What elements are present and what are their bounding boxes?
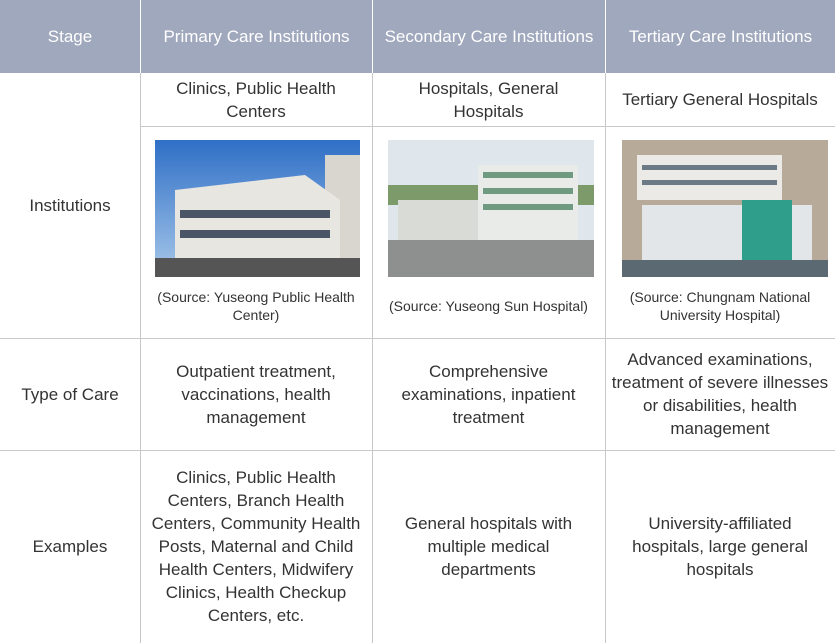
cell: Tertiary General Hospitals [622,90,818,109]
caption: (Source: Yuseong Sun Hospital) [389,298,588,314]
photo [388,140,594,277]
cell: Clinics, Public Health Centers, Branch H… [151,468,361,625]
divider [0,450,835,451]
caption: (Source: Yuseong Public Health Center) [157,289,355,323]
caption: (Source: Chungnam National University Ho… [629,289,811,323]
divider [140,126,835,127]
photo [622,140,828,277]
cell: Advanced examinations, treatment of seve… [611,350,829,438]
header-cell: Tertiary Care Institutions [605,0,835,73]
header-cell: Stage [0,0,140,73]
row-label: Examples [32,537,108,556]
header-cell: Primary Care Institutions [140,0,372,73]
divider [0,338,835,339]
photo [155,140,360,277]
row-label: Type of Care [21,384,119,404]
divider [140,73,141,643]
cell: Outpatient treatment, vaccinations, heal… [176,361,336,427]
divider [372,73,373,643]
cell: Hospitals, General Hospitals [418,78,559,121]
header-cell: Secondary Care Institutions [372,0,605,73]
divider [605,73,606,643]
row-label: Institutions [29,196,111,215]
cell: Comprehensive examinations, inpatient tr… [401,361,576,427]
cell: Clinics, Public Health Centers [176,78,336,121]
cell: General hospitals with multiple medical … [404,514,573,579]
cell: University-affiliated hospitals, large g… [632,514,808,579]
